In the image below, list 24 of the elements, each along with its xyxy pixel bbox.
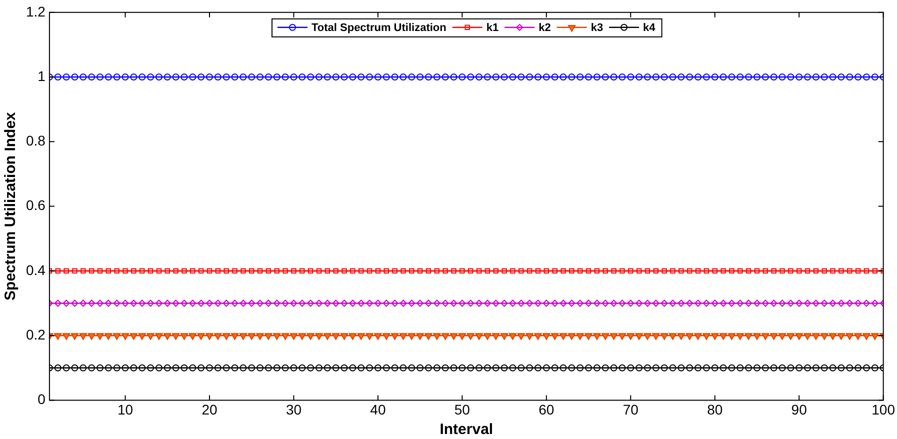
x-tick-label: 70	[622, 401, 639, 418]
y-tick-label: 0.4	[26, 262, 46, 278]
x-tick-label: 80	[707, 401, 723, 418]
legend-label: k2	[538, 22, 551, 34]
legend-label: k4	[643, 22, 656, 34]
x-tick-label: 60	[538, 401, 554, 418]
y-tick-label: 0	[38, 391, 46, 408]
x-tick-label: 10	[117, 401, 134, 418]
y-tick-label: 1.2	[26, 3, 46, 20]
x-axis-title: Interval	[440, 421, 494, 438]
x-tick-label: 30	[286, 401, 302, 418]
y-tick-label: 0.2	[26, 326, 46, 342]
y-tick-label: 0.8	[26, 132, 46, 149]
y-tick-label: 0.6	[26, 197, 46, 214]
x-tick-label: 40	[370, 401, 386, 418]
x-tick-label: 90	[791, 401, 808, 418]
legend-label: k1	[486, 22, 499, 34]
x-tick-label: 50	[454, 401, 470, 418]
y-tick-label: 1	[38, 68, 46, 84]
legend-label: k3	[590, 22, 604, 34]
legend-label: Total Spectrum Utilization	[311, 22, 447, 34]
x-tick-label: 20	[202, 401, 218, 418]
y-axis-title: Spectrum Utilization Index	[2, 111, 20, 300]
x-tick-label: 100	[872, 401, 896, 418]
